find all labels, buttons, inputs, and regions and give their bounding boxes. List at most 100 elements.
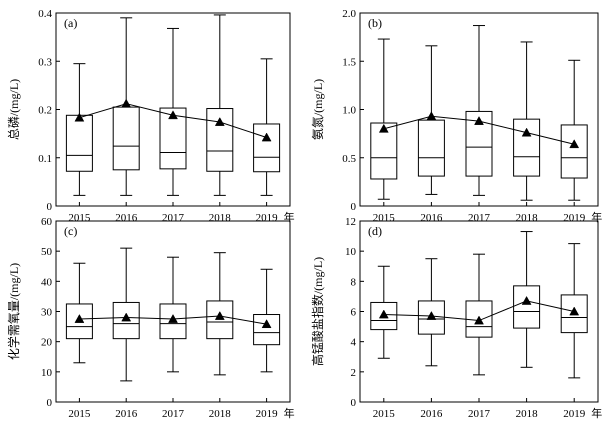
iqr-box [253, 314, 281, 346]
x-tick-label: 2018 [516, 408, 539, 420]
x-tick-label: 2019 [563, 212, 586, 224]
box-2019 [253, 58, 281, 196]
mean-marker [474, 315, 484, 325]
y-tick-label: 40 [41, 276, 53, 288]
x-tick-label: 2019 [256, 212, 279, 224]
x-tick-label: 2017 [468, 212, 491, 224]
mean-marker [261, 132, 272, 142]
mean-marker [214, 117, 225, 126]
mean-marker [474, 116, 484, 125]
iqr-box [560, 124, 588, 179]
x-tick-label: 2018 [516, 212, 539, 224]
y-tick-label: 50 [41, 246, 53, 258]
y-axis-title: 化学需氧量/(mg/L) [6, 263, 21, 360]
panel-a: (a) 0 0.1 0.2 0.3 0.4 总磷/(mg/L) 2015 2016 2017 201… [6, 8, 295, 224]
panel-label: (d) [368, 224, 382, 238]
mean-marker [261, 319, 272, 329]
y-tick-label: 10 [345, 246, 357, 258]
y-tick-label: 30 [41, 307, 53, 319]
box-2018 [513, 41, 541, 201]
mean-marker [378, 123, 389, 133]
y-axis-title: 高锰酸盐指数/(mg/L) [310, 257, 325, 366]
y-tick-label: 0 [351, 397, 357, 409]
iqr-box [253, 123, 281, 173]
iqr-box [513, 285, 541, 329]
box-2018 [206, 14, 234, 196]
iqr-box [112, 106, 140, 171]
box-2016 [417, 45, 445, 195]
x-tick-label: 2015 [68, 408, 91, 420]
y-tick-label: 60 [41, 216, 53, 228]
x-tick-label: 2016 [115, 212, 138, 224]
y-tick-label: 10 [41, 367, 53, 379]
x-tick-label: 2018 [209, 212, 232, 224]
box-2017 [465, 253, 493, 376]
panel-label: (a) [64, 16, 77, 30]
iqr-box [417, 119, 445, 177]
y-tick-label: 4 [351, 337, 357, 349]
mean-marker [426, 111, 437, 121]
box-2016 [112, 17, 140, 196]
y-axis-title: 总磷/(mg/L) [6, 79, 21, 140]
y-tick-label: 12 [345, 216, 356, 228]
y-axis-title: 氨氮/(mg/L) [310, 79, 325, 140]
panel-b: (b) 0 0.5 1.0 1.5 2.0 氨氮/(mg/L) 2015 2016 2017 201… [310, 8, 602, 224]
x-unit-label: 年 [284, 210, 295, 224]
box-2019 [560, 59, 588, 201]
x-tick-label: 2018 [209, 408, 232, 420]
mean-marker [74, 314, 85, 323]
x-tick-label: 2016 [420, 212, 443, 224]
y-tick-label: 1.0 [342, 105, 356, 117]
y-tick-label: 0.2 [38, 105, 52, 117]
panel-label: (b) [368, 16, 382, 30]
mean-marker [426, 311, 437, 320]
y-tick-label: 20 [41, 337, 53, 349]
mean-marker [74, 112, 85, 122]
box-2017 [465, 25, 493, 196]
y-tick-label: 1.5 [342, 56, 356, 68]
y-tick-label: 2 [351, 367, 357, 379]
x-tick-label: 2016 [115, 408, 138, 420]
box-2015 [370, 38, 398, 200]
box-2015 [65, 63, 93, 196]
y-tick-label: 8 [351, 276, 357, 288]
x-tick-label: 2015 [68, 212, 91, 224]
mean-marker [214, 311, 225, 320]
y-tick-label: 0 [47, 397, 53, 409]
y-tick-label: 0.3 [38, 56, 52, 68]
mean-marker [168, 314, 178, 323]
y-tick-label: 0.1 [38, 153, 52, 165]
panel-label: (c) [64, 224, 77, 238]
x-tick-label: 2019 [563, 408, 586, 420]
box-2019 [253, 268, 281, 373]
x-tick-label: 2017 [468, 408, 491, 420]
x-tick-label: 2015 [373, 212, 396, 224]
x-tick-label: 2016 [420, 408, 443, 420]
x-tick-label: 2017 [162, 212, 185, 224]
iqr-box [206, 300, 234, 340]
mean-marker [121, 312, 132, 322]
y-tick-label: 0 [47, 201, 53, 213]
mean-marker [521, 127, 532, 137]
mean-marker [569, 139, 580, 149]
panel-d: (d) 0 2 4 6 8 10 12 高锰酸盐指数/(mg/L) 2015 2016 2017 201… [310, 216, 602, 420]
box-2018 [206, 252, 234, 376]
y-tick-label: 0.4 [38, 8, 52, 20]
x-unit-label: 年 [591, 210, 602, 224]
iqr-box [65, 114, 93, 172]
y-tick-label: 0.5 [342, 153, 356, 165]
box-2015 [65, 262, 93, 364]
y-tick-label: 6 [351, 307, 357, 319]
box-2018 [513, 231, 541, 368]
mean-marker [168, 110, 178, 120]
mean-marker [521, 295, 532, 305]
y-tick-label: 2.0 [342, 8, 356, 20]
x-tick-label: 2019 [256, 408, 279, 420]
mean-marker [378, 309, 389, 319]
mean-marker [121, 98, 132, 108]
box-2016 [112, 247, 140, 382]
x-unit-label: 年 [284, 406, 295, 420]
x-tick-label: 2017 [162, 408, 185, 420]
y-tick-label: 0 [351, 201, 357, 213]
